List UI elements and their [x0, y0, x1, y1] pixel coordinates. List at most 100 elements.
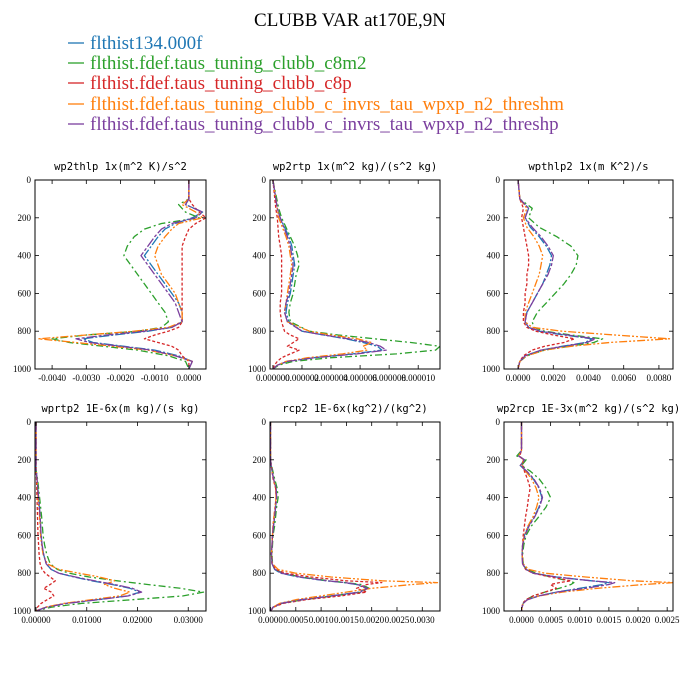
series-line — [519, 422, 572, 611]
panel: wpthlp2 1x(m K^2)/s 0 200 400 600 800 1000 0.00… — [482, 161, 674, 383]
x-tick-label: -0.0020 — [107, 373, 135, 383]
x-tick-label: 0.0060 — [611, 373, 636, 383]
legend-entry: flthist.fdef.taus_tuning_clubb_c8p — [68, 73, 352, 94]
y-tick-label: 0 — [262, 175, 267, 185]
x-tick-label: 0.0005 — [283, 615, 308, 625]
y-tick-label: 400 — [487, 251, 501, 261]
series-line — [270, 422, 368, 611]
legend-entry: flthist.fdef.taus_tuning_clubb_c_invrs_t… — [68, 114, 559, 135]
y-tick-label: 0 — [496, 417, 501, 427]
x-tick-label: 0.0010 — [309, 615, 334, 625]
series-line — [270, 422, 439, 611]
panel-title: wprtp2 1E-6x(m kg)/(s kg) — [41, 403, 199, 415]
x-tick-label: 0.00000 — [21, 615, 51, 625]
panel-title: wp2thlp 1x(m^2 K)/s^2 — [54, 161, 187, 173]
series-line — [517, 422, 673, 611]
x-tick-label: -0.0030 — [72, 373, 100, 383]
y-tick-label: 600 — [487, 288, 501, 298]
x-tick-label: 0.000006 — [343, 373, 377, 383]
series-line — [517, 180, 593, 369]
series-line — [35, 422, 141, 611]
series-group — [516, 422, 673, 611]
legend-label: flthist.fdef.taus_tuning_clubb_c_invrs_t… — [90, 114, 559, 135]
y-tick-label: 200 — [487, 455, 501, 465]
series-group — [272, 180, 440, 369]
y-tick-label: 400 — [253, 251, 267, 261]
series-line — [35, 422, 205, 611]
series-group — [37, 180, 206, 369]
series-line — [37, 180, 204, 369]
y-tick-label: 200 — [18, 455, 32, 465]
series-line — [517, 422, 616, 611]
plot-frame — [269, 421, 441, 612]
series-line — [517, 180, 597, 369]
series-line — [517, 180, 576, 369]
series-line — [143, 180, 206, 369]
x-tick-label: 0.000010 — [401, 373, 435, 383]
x-tick-label: 0.0000 — [177, 373, 202, 383]
x-tick-label: 0.0020 — [626, 615, 651, 625]
y-tick-label: 200 — [253, 455, 267, 465]
series-line — [517, 422, 610, 611]
x-tick-label: 0.0020 — [359, 615, 384, 625]
x-tick-label: 0.0030 — [410, 615, 435, 625]
legend-entry: flthist134.000f — [68, 33, 203, 54]
plot-frame — [34, 179, 207, 370]
legend-label: flthist.fdef.taus_tuning_clubb_c8m2 — [90, 53, 367, 74]
x-tick-label: 0.02000 — [123, 615, 153, 625]
x-tick-label: -0.0040 — [38, 373, 66, 383]
y-tick-label: 800 — [487, 568, 501, 578]
x-tick-label: 0.01000 — [72, 615, 102, 625]
series-line — [35, 422, 56, 611]
panel: wprtp2 1E-6x(m kg)/(s kg) 0 200 400 600 800 10… — [13, 403, 207, 625]
series-group — [270, 422, 439, 611]
panel-title: wpthlp2 1x(m K^2)/s — [528, 161, 648, 173]
y-tick-label: 200 — [18, 213, 32, 223]
legend-label: flthist.fdef.taus_tuning_clubb_c_invrs_t… — [90, 94, 564, 115]
plot-frame — [269, 179, 441, 370]
y-tick-label: 600 — [18, 288, 32, 298]
y-tick-label: 200 — [487, 213, 501, 223]
y-tick-label: 800 — [18, 326, 32, 336]
x-tick-label: 0.0020 — [541, 373, 566, 383]
panel: wp2rtp 1x(m^2 kg)/(s^2 kg) 0 200 400 600 800 1… — [248, 161, 441, 383]
series-line — [35, 422, 143, 611]
series-line — [517, 180, 671, 369]
series-line — [75, 180, 204, 369]
x-tick-label: 0.0015 — [597, 615, 622, 625]
series-line — [272, 180, 387, 369]
x-tick-label: 0.0080 — [647, 373, 672, 383]
y-tick-label: 0 — [496, 175, 501, 185]
panel-title: wp2rcp 1E-3x(m^2 kg)/(s^2 kg) — [497, 403, 680, 415]
x-tick-label: 0.0025 — [385, 615, 410, 625]
y-tick-label: 600 — [487, 530, 501, 540]
x-tick-label: 0.0040 — [576, 373, 601, 383]
legend: flthist134.000f flthist.fdef.taus_tuning… — [68, 33, 564, 135]
y-tick-label: 0 — [27, 175, 32, 185]
series-line — [270, 422, 383, 611]
y-tick-label: 800 — [487, 326, 501, 336]
series-line — [270, 422, 369, 611]
x-tick-label: 0.000002 — [285, 373, 319, 383]
x-tick-label: 0.0025 — [655, 615, 680, 625]
x-tick-label: 0.0010 — [567, 615, 592, 625]
panel: rcp2 1E-6x(kg^2)/(kg^2) 0 200 400 600 800 1000… — [248, 403, 441, 625]
series-group — [517, 180, 671, 369]
y-tick-label: 0 — [262, 417, 267, 427]
panel-title: wp2rtp 1x(m^2 kg)/(s^2 kg) — [273, 161, 437, 173]
legend-label: flthist134.000f — [90, 33, 203, 54]
series-line — [270, 422, 370, 611]
y-tick-label: 1000 — [13, 606, 32, 616]
series-line — [272, 180, 300, 369]
series-line — [517, 180, 604, 369]
panels: wp2thlp 1x(m^2 K)/s^2 0 200 400 600 800 1000 -0… — [13, 161, 680, 625]
y-tick-label: 1000 — [13, 364, 32, 374]
x-tick-label: 0.0000 — [258, 615, 283, 625]
series-line — [82, 180, 204, 369]
x-tick-label: 0.0000 — [506, 373, 531, 383]
y-tick-label: 800 — [253, 326, 267, 336]
x-tick-label: 0.0015 — [334, 615, 359, 625]
x-tick-label: 0.0005 — [538, 615, 563, 625]
y-tick-label: 1000 — [482, 364, 501, 374]
